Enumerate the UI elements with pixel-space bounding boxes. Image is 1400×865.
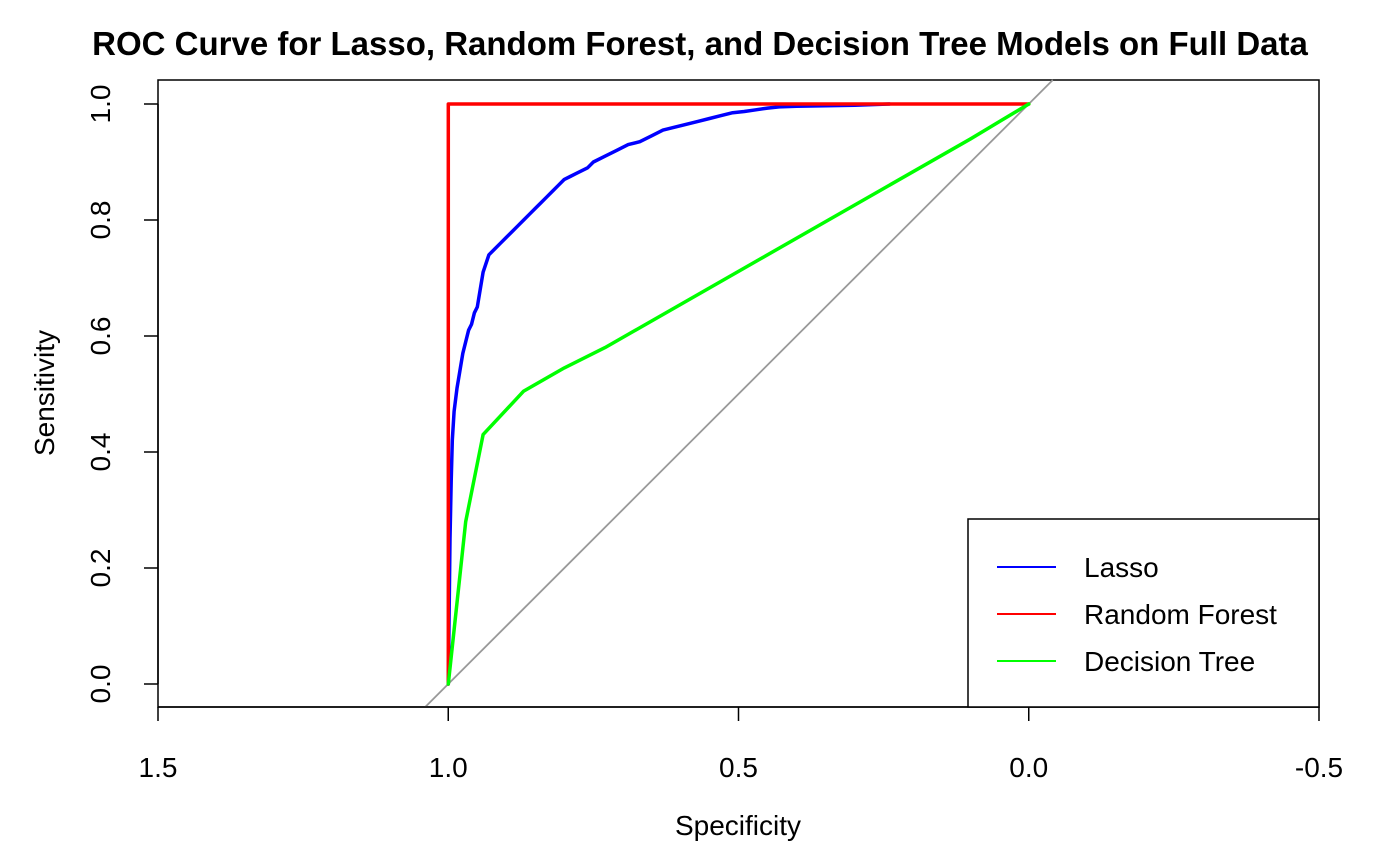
y-tick-label: 0.0 — [85, 665, 116, 704]
x-tick-label: 0.0 — [1009, 752, 1048, 783]
series-line-random-forest — [446, 102, 1031, 686]
y-tick-label: 0.2 — [85, 549, 116, 588]
x-axis: 1.5 1.0 0.5 0.0 -0.5 — [139, 706, 1343, 783]
y-axis-label: Sensitivity — [29, 330, 60, 456]
x-tick-label: 0.5 — [719, 752, 758, 783]
series-line-lasso — [446, 102, 892, 686]
legend-label: Random Forest — [1084, 599, 1277, 630]
y-tick-label: 0.4 — [85, 433, 116, 472]
series-layer — [446, 102, 1031, 686]
series-line-decision-tree — [446, 102, 1031, 686]
y-tick-label: 0.6 — [85, 317, 116, 356]
x-tick-label: -0.5 — [1295, 752, 1343, 783]
y-tick-label: 1.0 — [85, 85, 116, 124]
legend-items: Lasso Random Forest Decision Tree — [997, 552, 1277, 677]
y-axis: 0.0 0.2 0.4 0.6 0.8 1.0 — [85, 85, 159, 704]
x-axis-label: Specificity — [675, 810, 801, 841]
x-tick-label: 1.5 — [139, 752, 178, 783]
legend: Lasso Random Forest Decision Tree — [967, 518, 1320, 708]
x-tick-label: 1.0 — [429, 752, 468, 783]
y-tick-label: 0.8 — [85, 201, 116, 240]
legend-label: Lasso — [1084, 552, 1159, 583]
chart-title: ROC Curve for Lasso, Random Forest, and … — [92, 25, 1308, 62]
legend-label: Decision Tree — [1084, 646, 1255, 677]
reference-diagonal — [424, 79, 1054, 708]
